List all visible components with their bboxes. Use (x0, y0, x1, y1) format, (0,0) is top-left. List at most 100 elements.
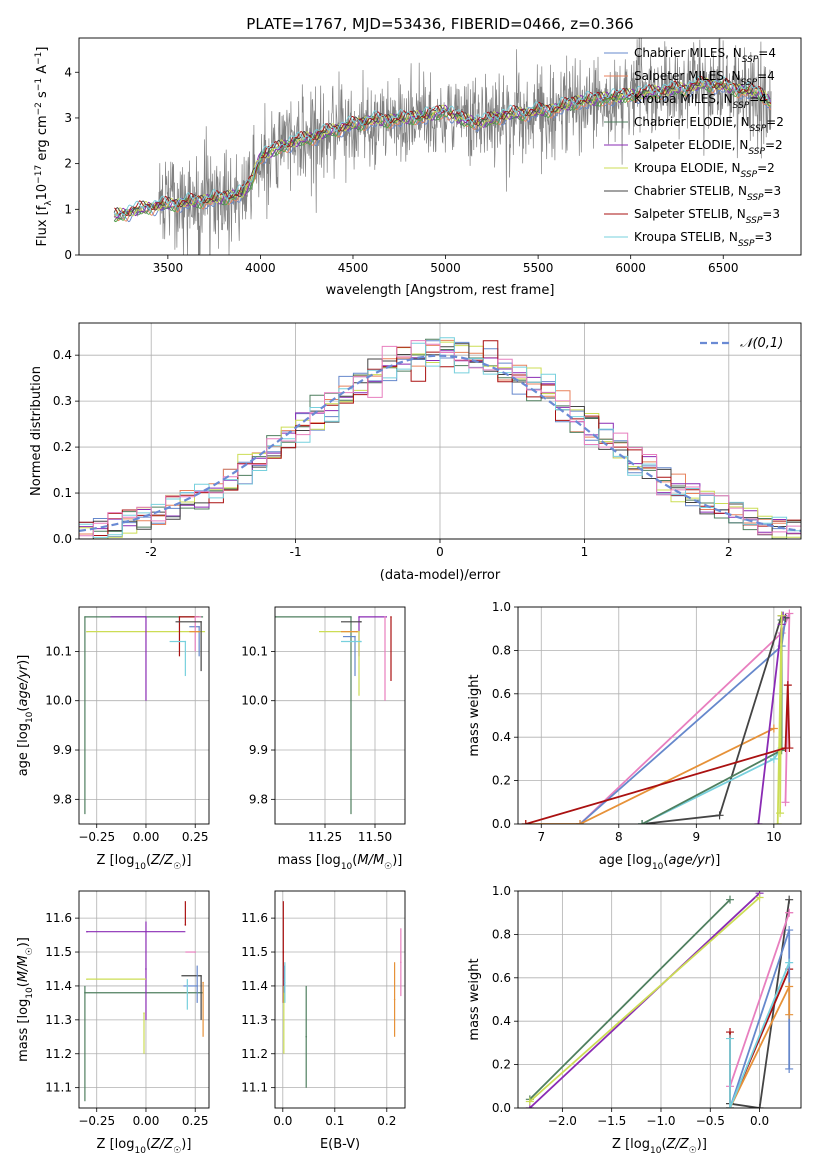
axes-frame (78, 322, 802, 540)
x-tick-label: −0.25 (78, 830, 115, 844)
data-point (145, 616, 147, 618)
x-tick-label: 5500 (523, 261, 554, 275)
y-tick-label: 0.2 (53, 440, 72, 454)
y-tick-label: 0.3 (53, 394, 72, 408)
y-tick-label: 11.1 (45, 1081, 72, 1095)
x-tick-label: 0.0 (750, 1114, 769, 1128)
plus-marker (754, 820, 763, 824)
legend-entry: Salpeter ELODIE, NSSP=2 (634, 138, 783, 157)
plus-marker (777, 611, 786, 620)
model-line-9 (113, 75, 771, 217)
y-axis-label: Normed distribution (29, 366, 44, 496)
plus-marker (521, 820, 530, 824)
legend-entry: Chabrier ELODIE, NSSP=2 (634, 115, 784, 134)
data-point (196, 985, 198, 987)
data-point (390, 616, 392, 618)
histogram-step-9 (79, 340, 801, 537)
x-tick-label: 8 (615, 830, 623, 844)
y-tick-label: 0.0 (492, 817, 511, 831)
x-tick-label: 11.25 (308, 830, 342, 844)
y-axis-label: mass weight (467, 958, 482, 1040)
y-tick-label: 0.0 (53, 532, 72, 546)
y-axis-label: age [log10(age/yr)] (16, 655, 35, 777)
x-tick-label: 11.50 (358, 830, 392, 844)
y-tick-label: 0.6 (492, 687, 511, 701)
mass-weight-line-4 (729, 899, 791, 1108)
legend-entry: Chabrier MILES, NSSP=4 (634, 46, 776, 65)
y-tick-label: 0.2 (492, 1058, 511, 1072)
x-tick-label: 5000 (430, 261, 461, 275)
data-point (393, 998, 396, 1001)
plus-marker (785, 958, 794, 967)
data-point (356, 630, 358, 633)
y-tick-label: 0.0 (492, 1101, 511, 1115)
y-tick-label: 9.8 (249, 792, 268, 806)
data-point (84, 991, 86, 994)
model-line-4 (113, 80, 771, 222)
residual-histogram-panel: -2 -1 0 1 2 0.0 0.1 0.2 0.3 0.4 𝒩(0,1) (data-model)… (29, 322, 802, 583)
line-plot-area (525, 891, 794, 1108)
y-tick-label: 11.5 (241, 945, 268, 959)
plus-marker (785, 744, 794, 753)
x-axis-label: (data-model)/error (380, 568, 501, 583)
x-axis-label: Z [log10(Z/Z☉)] (97, 1137, 192, 1156)
plus-marker (638, 820, 647, 824)
axes-frame (78, 606, 210, 825)
data-point (86, 978, 88, 980)
plus-marker (773, 820, 782, 824)
legend-entry: Kroupa STELIB, NSSP=3 (634, 230, 772, 249)
plus-marker (785, 1064, 794, 1073)
y-tick-label: 9.9 (249, 743, 268, 757)
y-tick-label: 0.8 (492, 927, 511, 941)
data-point (178, 616, 181, 618)
data-point (358, 616, 360, 618)
legend-entry: Kroupa ELODIE, NSSP=2 (634, 161, 775, 180)
y-tick-label: 1.0 (492, 884, 511, 898)
mass-vs-ebv-panel: 0.0 0.1 0.2 11.1 11.2 11.3 11.4 11.5 11.6 E(B-V) (241, 890, 406, 1152)
plus-marker (785, 1010, 794, 1019)
y-tick-label: 0.2 (492, 774, 511, 788)
y-tick-label: 1 (64, 202, 72, 216)
axes-frame (517, 606, 802, 825)
y-tick-label: 11.2 (241, 1047, 268, 1061)
figure-title: PLATE=1767, MJD=53436, FIBERID=0466, z=0… (246, 15, 633, 33)
data-point (184, 924, 187, 926)
x-tick-label: 0.1 (325, 1114, 344, 1128)
x-tick-label: 6500 (708, 261, 739, 275)
x-tick-label: 0.0 (273, 1114, 292, 1128)
data-point (400, 961, 402, 964)
mass-weight-line-2 (579, 617, 787, 824)
data-point (200, 974, 202, 977)
axes-frame (274, 606, 406, 825)
data-point (384, 616, 386, 618)
plus-marker (525, 1097, 534, 1106)
x-tick-label: −0.25 (78, 1114, 115, 1128)
y-tick-label: 11.3 (241, 1013, 268, 1027)
mass-weight-line-9 (525, 685, 791, 824)
histogram-plot-area (79, 337, 801, 539)
plus-marker (769, 724, 778, 733)
y-tick-label: 11.3 (45, 1013, 72, 1027)
x-tick-label: −2.0 (548, 1114, 577, 1128)
y-tick-label: 10.0 (241, 694, 268, 708)
legend-entry: 𝒩(0,1) (740, 336, 783, 351)
y-tick-label: 0 (64, 248, 72, 262)
y-tick-label: 0.4 (53, 348, 72, 362)
plus-marker (785, 609, 794, 618)
x-tick-label: −0.5 (696, 1114, 725, 1128)
x-axis-label: wavelength [Angstrom, rest frame] (326, 283, 555, 298)
data-point (200, 620, 202, 623)
x-tick-label: 0.25 (182, 830, 209, 844)
y-tick-label: 0.1 (53, 486, 72, 500)
spectrum-plot-area (113, 38, 772, 255)
x-tick-label: 9 (693, 830, 701, 844)
data-point (198, 625, 200, 628)
x-axis-label: age [log10(age/yr)] (599, 853, 721, 872)
model-line-1 (113, 81, 771, 223)
plus-marker (755, 893, 764, 902)
data-point (282, 951, 285, 953)
axes-frame (78, 37, 802, 256)
data-point (202, 981, 204, 984)
scatter-plot-area (282, 901, 402, 1088)
